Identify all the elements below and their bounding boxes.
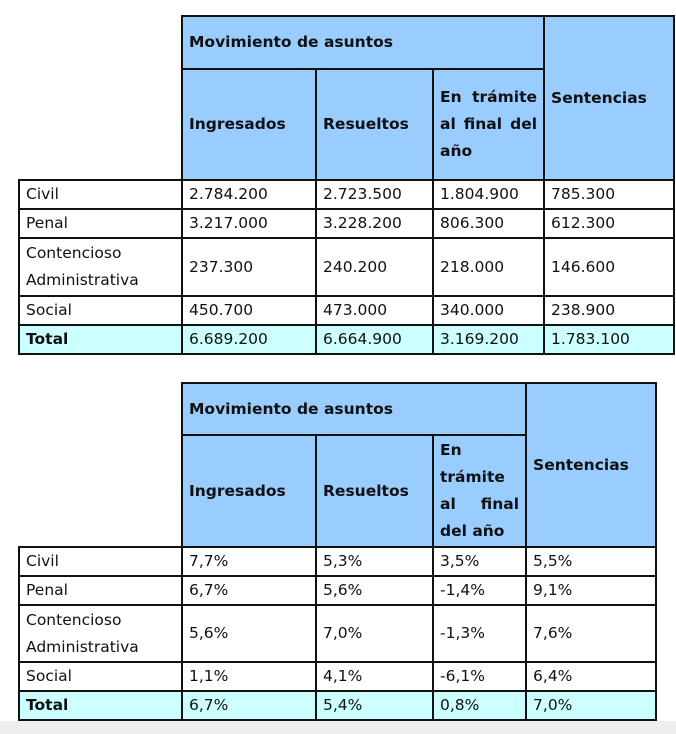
row-label: Social [18, 295, 183, 326]
table-row: Contencioso Administrativa 237.300 240.200… [18, 237, 676, 297]
table-cell: 5,6% [315, 575, 434, 606]
row-label: Penal [18, 208, 183, 239]
group-header: Movimiento de asuntos [180, 15, 546, 70]
table-cell: 0,8% [431, 690, 528, 721]
row-label: Contencioso Administrativa [18, 237, 183, 297]
table-cell: 6.689.200 [181, 324, 317, 355]
table-cell: 3,5% [431, 546, 528, 577]
row-label: Civil [18, 546, 183, 577]
empty-corner-cell [19, 383, 183, 548]
table-cell: -1,3% [431, 604, 528, 663]
row-label: Total [18, 690, 183, 721]
table-cell: 238.900 [543, 295, 676, 326]
table-row: Penal 3.217.000 3.228.200 806.300 612.300 [18, 208, 676, 239]
table-cell: -6,1% [431, 661, 528, 692]
table-cell: -1,4% [431, 575, 528, 606]
table-row: Social 450.700 473.000 340.000 238.900 [18, 295, 676, 326]
group-header: Movimiento de asuntos [180, 382, 528, 436]
table-cell: 3.217.000 [181, 208, 317, 239]
column-header: En trámite al final del año [431, 434, 528, 548]
column-header-sentencias: Sentencias [543, 15, 676, 181]
column-header: Ingresados [181, 434, 317, 548]
table-row: Civil 2.784.200 2.723.500 1.804.900 785.300 [18, 179, 676, 210]
table-cell: 6,7% [181, 690, 317, 721]
table-cell: 4,1% [315, 661, 434, 692]
table-cell: 240.200 [315, 237, 434, 297]
table-cell: 5,4% [315, 690, 434, 721]
table-cell: 7,7% [181, 546, 317, 577]
table-row: Contencioso Administrativa 5,6% 7,0% -1,3% 7… [18, 604, 658, 663]
table-cell: 6,7% [181, 575, 317, 606]
row-label: Social [18, 661, 183, 692]
table-cell: 612.300 [543, 208, 676, 239]
table-cell: 5,5% [525, 546, 658, 577]
percentage-change-table: Movimiento de asuntos Sentencias Ingresad… [18, 382, 658, 721]
table-cell: 3.169.200 [431, 324, 546, 355]
absolute-figures-table: Movimiento de asuntos Sentencias Ingresad… [18, 15, 676, 355]
empty-corner-cell [19, 16, 183, 181]
column-header: Resueltos [315, 68, 434, 181]
table-cell: 785.300 [543, 179, 676, 210]
column-header: Ingresados [181, 68, 317, 181]
table-cell: 218.000 [431, 237, 546, 297]
table-row: Penal 6,7% 5,6% -1,4% 9,1% [18, 575, 658, 606]
column-header-sentencias: Sentencias [525, 382, 658, 548]
table-cell: 5,3% [315, 546, 434, 577]
table-cell: 1,1% [181, 661, 317, 692]
table-cell: 7,6% [525, 604, 658, 663]
total-row: Total 6,7% 5,4% 0,8% 7,0% [18, 690, 658, 721]
column-header: En trámite al final del año [431, 68, 546, 181]
table-cell: 3.228.200 [315, 208, 434, 239]
table-cell: 806.300 [431, 208, 546, 239]
table-cell: 146.600 [543, 237, 676, 297]
row-label: Contencioso Administrativa [18, 604, 183, 663]
table-cell: 1.783.100 [543, 324, 676, 355]
table-row: Social 1,1% 4,1% -6,1% 6,4% [18, 661, 658, 692]
table-cell: 6,4% [525, 661, 658, 692]
table-cell: 2.723.500 [315, 179, 434, 210]
table-cell: 9,1% [525, 575, 658, 606]
column-header: Resueltos [315, 434, 434, 548]
table-row: Civil 7,7% 5,3% 3,5% 5,5% [18, 546, 658, 577]
table-cell: 450.700 [181, 295, 317, 326]
row-label: Penal [18, 575, 183, 606]
table-cell: 1.804.900 [431, 179, 546, 210]
table-cell: 6.664.900 [315, 324, 434, 355]
total-row: Total 6.689.200 6.664.900 3.169.200 1.783.10… [18, 324, 676, 355]
table-cell: 237.300 [181, 237, 317, 297]
table-cell: 340.000 [431, 295, 546, 326]
table-cell: 473.000 [315, 295, 434, 326]
table-cell: 2.784.200 [181, 179, 317, 210]
table-cell: 7,0% [525, 690, 658, 721]
footer-strip [0, 721, 676, 734]
table-cell: 7,0% [315, 604, 434, 663]
row-label: Total [18, 324, 183, 355]
row-label: Civil [18, 179, 183, 210]
table-cell: 5,6% [181, 604, 317, 663]
